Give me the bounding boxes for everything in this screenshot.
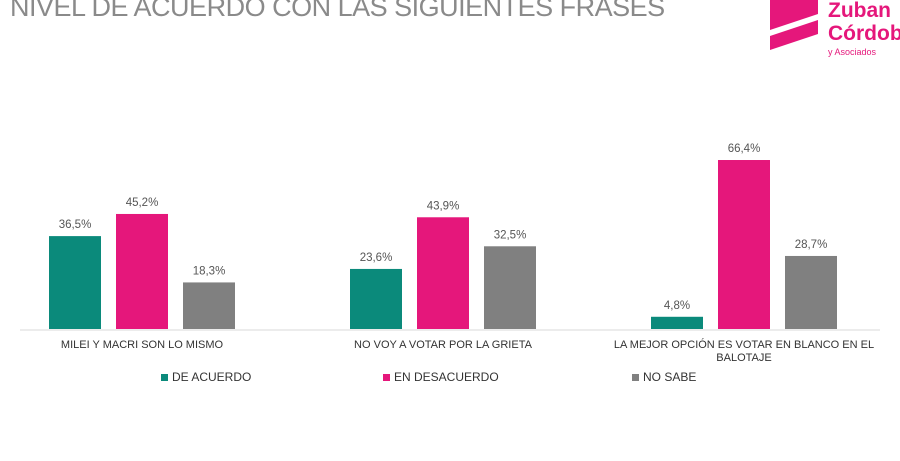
chart-title: NIVEL DE ACUERDO CON LAS SIGUIENTES FRAS…	[10, 0, 665, 22]
data-label: 36,5%	[59, 219, 92, 231]
legend-item-en-desacuerdo: EN DESACUERDO	[383, 370, 499, 384]
bar	[417, 217, 469, 329]
data-label: 28,7%	[795, 239, 828, 251]
category-label: BALOTAJE	[716, 352, 771, 364]
data-label: 32,5%	[494, 229, 527, 241]
bar	[350, 268, 402, 329]
legend-label: EN DESACUERDO	[394, 370, 499, 384]
data-label: 66,4%	[728, 143, 761, 155]
data-label: 45,2%	[126, 197, 159, 209]
bar	[785, 255, 837, 329]
legend-item-de-acuerdo: DE ACUERDO	[161, 370, 251, 384]
logo-line1: Zuban	[828, 0, 891, 22]
logo: Zuban Córdoba y Asociados	[770, 0, 900, 62]
bar	[718, 160, 770, 329]
category-label: MILEI Y MACRI SON LO MISMO	[61, 339, 224, 351]
legend-swatch	[383, 373, 390, 381]
logo-mark-icon	[770, 0, 818, 50]
bar	[484, 246, 536, 329]
bar	[116, 213, 168, 329]
legend-swatch	[632, 373, 639, 381]
legend-item-no-sabe: NO SABE	[632, 370, 696, 384]
data-label: 23,6%	[360, 252, 393, 264]
logo-line2: Córdoba	[828, 22, 900, 45]
category-label: LA MEJOR OPCIÓN ES VOTAR EN BLANCO EN EL	[614, 338, 874, 351]
bar	[183, 282, 235, 329]
bar	[49, 236, 101, 329]
legend-label: NO SABE	[643, 370, 697, 384]
data-label: 4,8%	[664, 300, 690, 312]
category-label: NO VOY A VOTAR POR LA GRIETA	[354, 339, 533, 351]
data-label: 18,3%	[193, 265, 226, 277]
data-label: 43,9%	[427, 200, 460, 212]
bar	[651, 316, 703, 329]
legend-label: DE ACUERDO	[172, 370, 252, 384]
logo-line3: y Asociados	[828, 47, 877, 57]
legend-swatch	[161, 373, 168, 381]
